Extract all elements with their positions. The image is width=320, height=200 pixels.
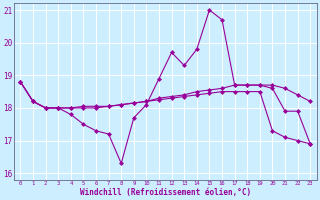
X-axis label: Windchill (Refroidissement éolien,°C): Windchill (Refroidissement éolien,°C) [80,188,251,197]
